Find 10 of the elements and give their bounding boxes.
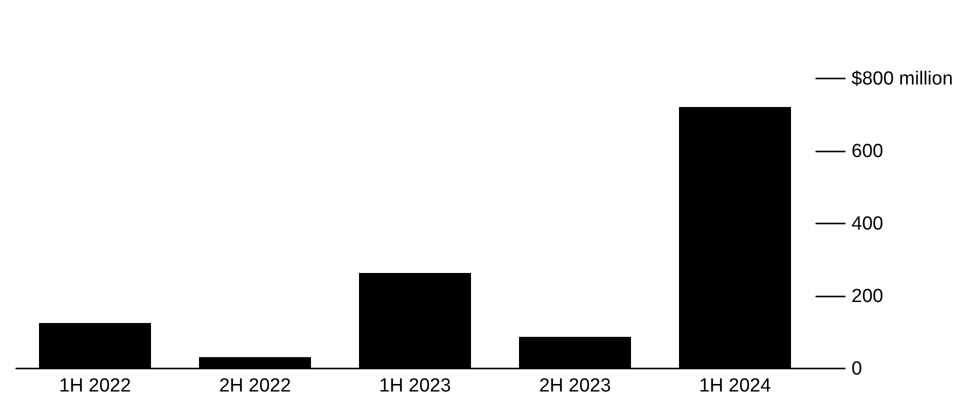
x-tick-label: 2H 2022: [219, 376, 291, 396]
y-tick-label: 200: [852, 286, 884, 307]
y-tick-label: 600: [852, 141, 884, 162]
x-tick-label: 2H 2023: [539, 376, 611, 396]
x-tick-label: 1H 2024: [699, 376, 772, 396]
x-tick-label: 1H 2022: [59, 376, 131, 396]
x-tick-label: 1H 2023: [379, 376, 451, 396]
y-tick-label: 400: [852, 214, 884, 234]
y-tick-label: $800 million: [852, 68, 953, 90]
y-tick-label: 0: [852, 358, 862, 380]
